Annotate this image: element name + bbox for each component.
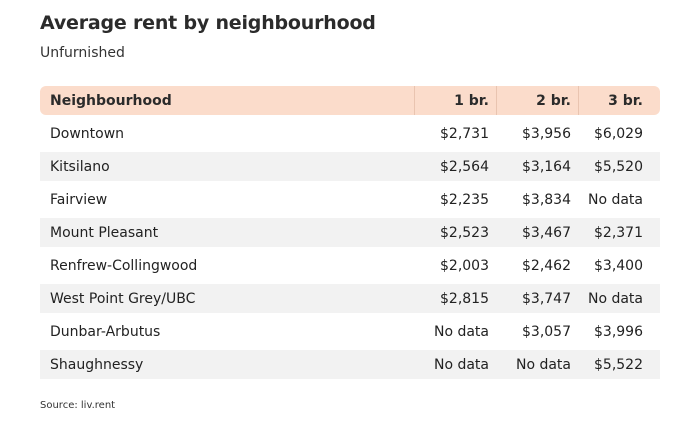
cell-2br: $3,747 (522, 290, 571, 307)
rent-table: Neighbourhood 1 br. 2 br. 3 br. Downtown… (40, 86, 660, 383)
chart-title: Average rent by neighbourhood (40, 12, 376, 34)
table-row: Mount Pleasant $2,523 $3,467 $2,371 (40, 218, 660, 247)
cell-1br: $2,815 (440, 290, 489, 307)
cell-3br: $2,371 (594, 224, 643, 241)
cell-2br: $3,956 (522, 125, 571, 142)
cell-2br: $3,467 (522, 224, 571, 241)
cell-1br: $2,564 (440, 158, 489, 175)
cell-2br: $3,057 (522, 323, 571, 340)
header-2br: 2 br. (496, 86, 578, 115)
table-header-row: Neighbourhood 1 br. 2 br. 3 br. (40, 86, 660, 115)
table-row: Kitsilano $2,564 $3,164 $5,520 (40, 152, 660, 181)
cell-3br: $5,520 (594, 158, 643, 175)
chart-subtitle: Unfurnished (40, 45, 125, 61)
cell-neighbourhood: West Point Grey/UBC (50, 290, 196, 307)
cell-neighbourhood: Downtown (50, 125, 125, 142)
cell-neighbourhood: Mount Pleasant (50, 224, 159, 241)
cell-3br: $6,029 (594, 125, 643, 142)
source-note: Source: liv.rent (40, 400, 116, 411)
cell-neighbourhood: Dunbar-Arbutus (50, 323, 161, 340)
header-1br: 1 br. (414, 86, 496, 115)
table-body: Downtown $2,731 $3,956 $6,029 Kitsilano $2,56… (40, 119, 660, 379)
header-3br: 3 br. (578, 86, 660, 115)
cell-2br: $2,462 (522, 257, 571, 274)
table-row: Downtown $2,731 $3,956 $6,029 (40, 119, 660, 148)
cell-2br: No data (515, 356, 571, 373)
cell-3br: No data (587, 191, 643, 208)
table-row: West Point Grey/UBC $2,815 $3,747 No data (40, 284, 660, 313)
cell-neighbourhood: Fairview (50, 191, 108, 208)
cell-1br: $2,003 (440, 257, 489, 274)
cell-neighbourhood: Kitsilano (50, 158, 110, 175)
cell-3br: $3,400 (594, 257, 643, 274)
cell-3br: $3,996 (594, 323, 643, 340)
cell-1br: $2,523 (440, 224, 489, 241)
table-row: Fairview $2,235 $3,834 No data (40, 185, 660, 214)
table-row: Renfrew-Collingwood $2,003 $2,462 $3,400 (40, 251, 660, 280)
cell-1br: $2,235 (440, 191, 489, 208)
table-row: Shaughnessy No data No data $5,522 (40, 350, 660, 379)
cell-1br: No data (433, 356, 489, 373)
cell-2br: $3,164 (522, 158, 571, 175)
cell-3br: $5,522 (594, 356, 643, 373)
cell-neighbourhood: Shaughnessy (50, 356, 144, 373)
cell-2br: $3,834 (522, 191, 571, 208)
table-row: Dunbar-Arbutus No data $3,057 $3,996 (40, 317, 660, 346)
header-neighbourhood: Neighbourhood (50, 92, 172, 109)
cell-3br: No data (587, 290, 643, 307)
cell-1br: $2,731 (440, 125, 489, 142)
cell-1br: No data (433, 323, 489, 340)
cell-neighbourhood: Renfrew-Collingwood (50, 257, 198, 274)
